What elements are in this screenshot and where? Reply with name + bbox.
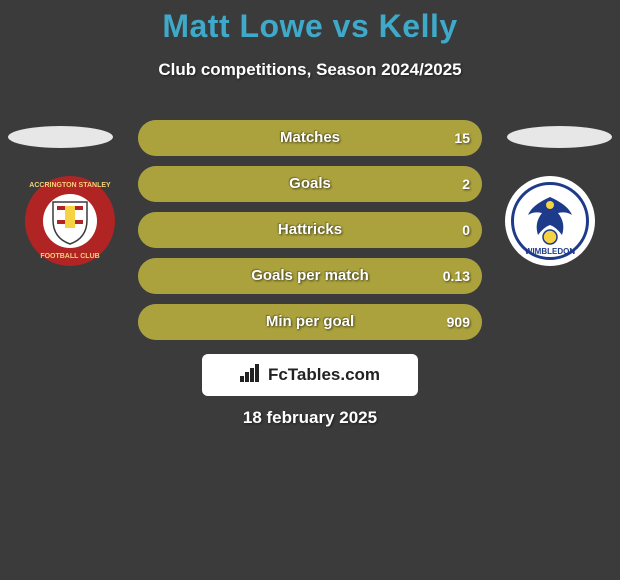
stat-row: Goals 2 — [138, 166, 482, 202]
stat-label: Goals per match — [138, 258, 482, 294]
page-title: Matt Lowe vs Kelly — [0, 8, 620, 45]
stat-right-value: 15 — [454, 120, 470, 156]
badge-right-text: WIMBLEDON — [505, 248, 595, 256]
player-right-marker — [507, 126, 612, 148]
club-badge-left: ACCRINGTON STANLEY FOOTBALL CLUB — [25, 176, 115, 266]
stat-row: Matches 15 — [138, 120, 482, 156]
stat-label: Goals — [138, 166, 482, 202]
stat-label: Matches — [138, 120, 482, 156]
badge-right-eagle-icon — [520, 191, 580, 251]
badge-left-bottom-text: FOOTBALL CLUB — [25, 253, 115, 260]
club-badge-right: WIMBLEDON — [505, 176, 595, 266]
root-container: Matt Lowe vs Kelly Club competitions, Se… — [0, 0, 620, 580]
fctables-label: FcTables.com — [268, 365, 380, 385]
badge-left-crest-icon — [43, 194, 97, 248]
stat-row: Goals per match 0.13 — [138, 258, 482, 294]
stat-right-value: 0.13 — [443, 258, 470, 294]
stat-right-value: 0 — [462, 212, 470, 248]
stat-row: Hattricks 0 — [138, 212, 482, 248]
subtitle: Club competitions, Season 2024/2025 — [0, 60, 620, 80]
stat-right-value: 2 — [462, 166, 470, 202]
date-label: 18 february 2025 — [0, 408, 620, 428]
stat-label: Min per goal — [138, 304, 482, 340]
stats-container: Matches 15 Goals 2 Hattricks 0 Goals per… — [138, 120, 482, 350]
stat-right-value: 909 — [447, 304, 470, 340]
bar-chart-icon — [240, 364, 262, 387]
stat-label: Hattricks — [138, 212, 482, 248]
player-left-marker — [8, 126, 113, 148]
fctables-badge[interactable]: FcTables.com — [202, 354, 418, 396]
stat-row: Min per goal 909 — [138, 304, 482, 340]
badge-left-top-text: ACCRINGTON STANLEY — [25, 182, 115, 189]
